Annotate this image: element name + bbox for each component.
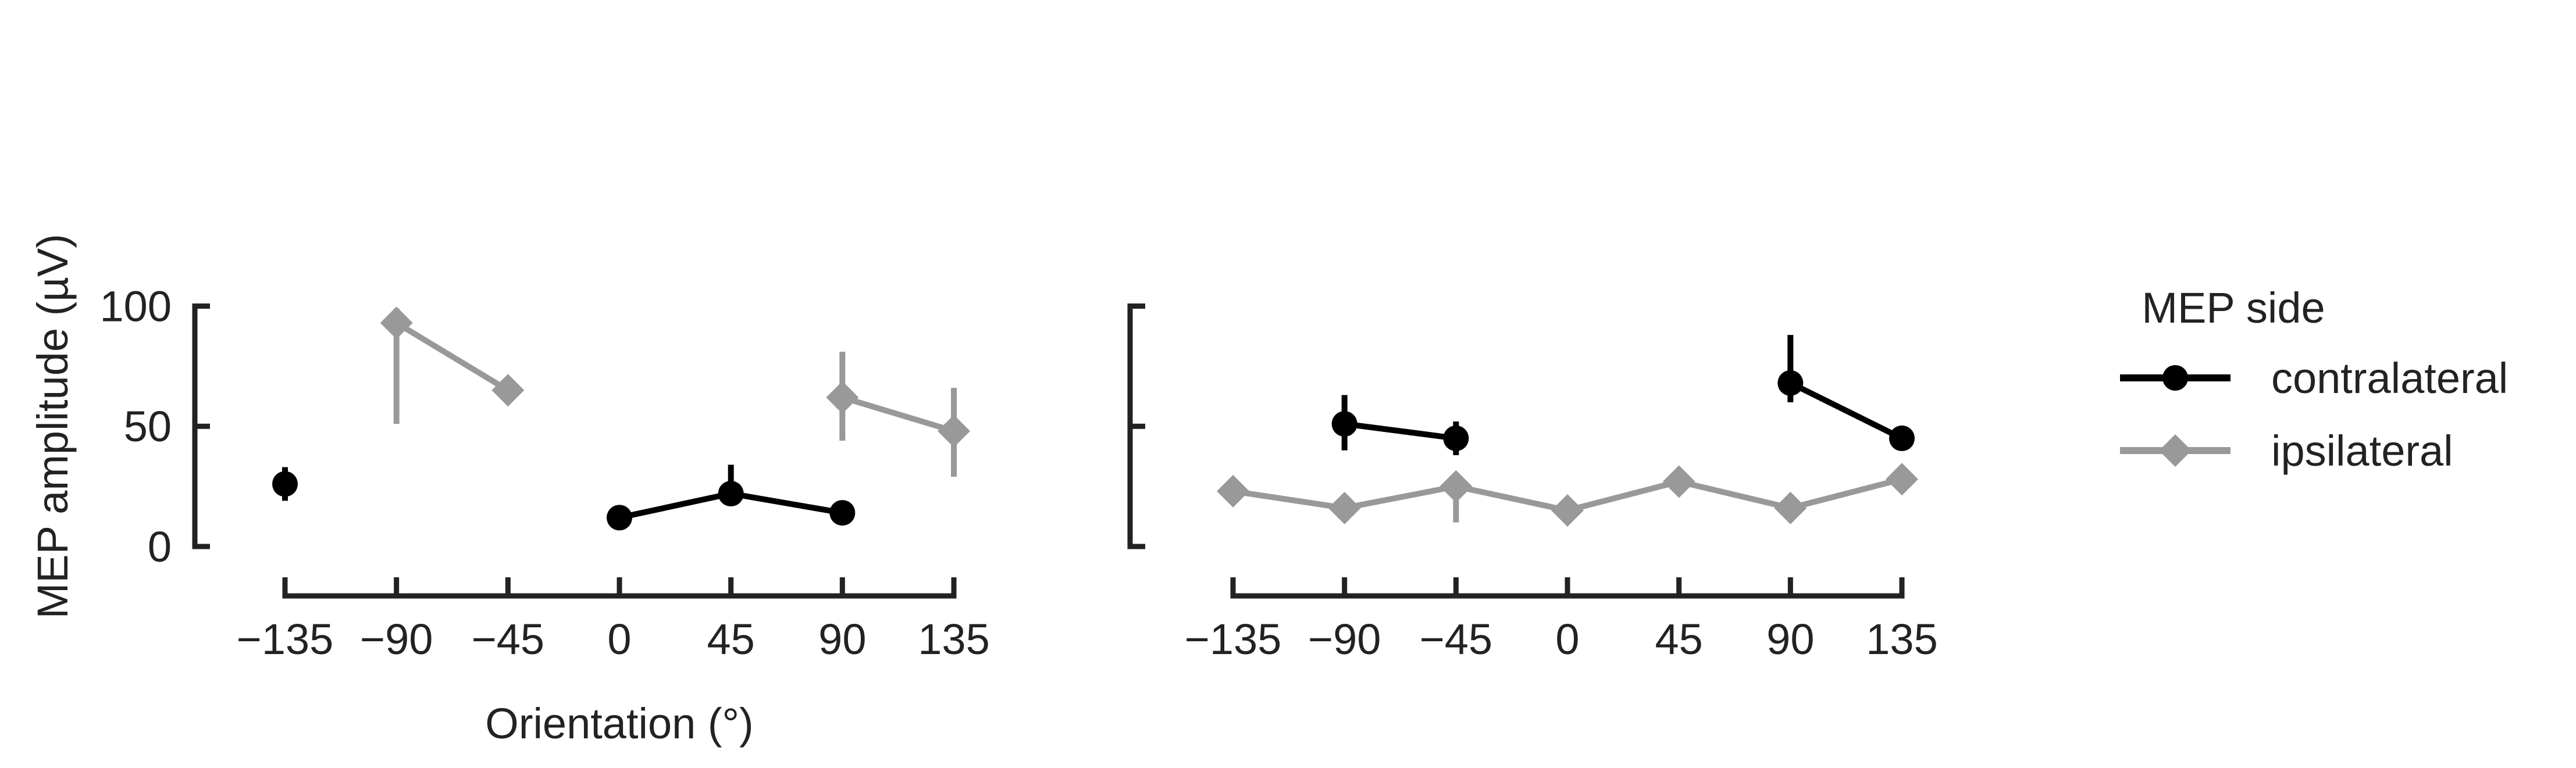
legend-marker	[2159, 434, 2192, 467]
data-point	[829, 500, 856, 526]
data-point	[380, 306, 413, 340]
x-tick-label: 90	[818, 615, 866, 663]
series-ipsilateral	[1217, 463, 1918, 527]
data-point	[1440, 470, 1473, 503]
data-point	[1889, 425, 1915, 451]
y-tick-label: 0	[148, 523, 172, 571]
y-tick-label: 50	[124, 402, 172, 451]
x-tick-label: −135	[1185, 615, 1282, 663]
data-point	[1328, 491, 1361, 524]
series-line	[395, 320, 510, 393]
y-axis-title: MEP amplitude (µV)	[28, 234, 77, 619]
x-tick-label: 0	[1555, 615, 1579, 663]
data-point	[1217, 474, 1249, 508]
legend-item-contralateral: contralateral	[2120, 354, 2508, 402]
legend-label: contralateral	[2271, 354, 2508, 402]
data-point	[1331, 411, 1358, 437]
data-point	[1777, 370, 1804, 396]
x-tick-label: 45	[1655, 615, 1703, 663]
series-line	[841, 394, 955, 434]
data-point	[272, 471, 298, 497]
series-ipsilateral	[380, 306, 970, 477]
panel-left: 0 50 100 −135 −90 −45 0 45 90 135 Orientation (°) M…	[28, 234, 990, 748]
x-tick-label: 135	[1866, 615, 1937, 663]
x-tick-label: −135	[237, 615, 334, 663]
data-point	[1443, 425, 1469, 451]
legend-title: MEP side	[2142, 284, 2325, 332]
data-point	[1774, 491, 1807, 524]
x-tick-label: 45	[707, 615, 755, 663]
legend-label: ipsilateral	[2271, 427, 2453, 475]
x-tick-label: −45	[472, 615, 545, 663]
x-tick-label: 135	[918, 615, 989, 663]
x-tick-label: −90	[360, 615, 433, 663]
legend: MEP side contralateral ipsilateral	[2120, 284, 2508, 475]
legend-item-ipsilateral: ipsilateral	[2120, 427, 2453, 475]
y-tick-label: 100	[100, 282, 172, 330]
data-point	[826, 381, 859, 414]
data-point	[1662, 465, 1695, 498]
panel-right: −135 −90 −45 0 45 90 135	[1127, 303, 1938, 663]
data-point	[1551, 494, 1584, 527]
data-point	[607, 505, 632, 531]
legend-marker	[2162, 365, 2188, 391]
series-contralateral	[1331, 335, 1915, 455]
data-point	[491, 374, 525, 407]
x-tick-label: 90	[1766, 615, 1814, 663]
x-axis-title: Orientation (°)	[485, 699, 753, 748]
data-point	[1886, 463, 1918, 496]
series-line	[1789, 380, 1904, 441]
x-tick-label: −90	[1308, 615, 1381, 663]
x-tick-label: −45	[1420, 615, 1493, 663]
series-contralateral	[272, 465, 856, 531]
series-line	[1344, 421, 1456, 441]
data-point	[938, 415, 970, 448]
x-tick-label: 0	[607, 615, 631, 663]
data-point	[718, 481, 744, 507]
